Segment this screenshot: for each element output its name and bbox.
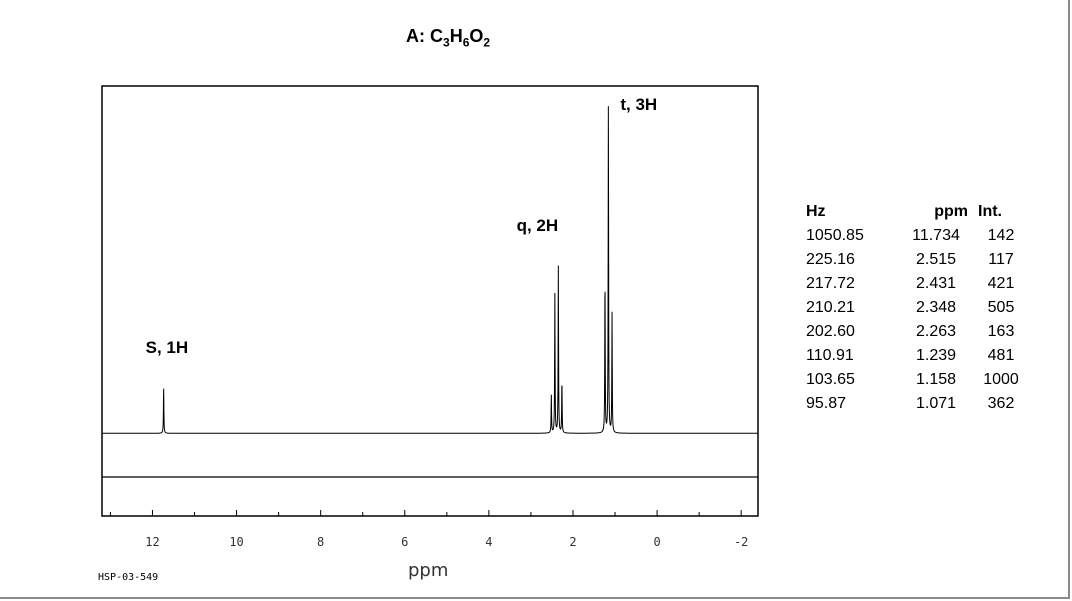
cell-ppm: 2.263: [915, 323, 957, 340]
cell-hz: 103.65: [806, 371, 855, 388]
x-tick-label: 0: [653, 535, 660, 549]
cell-int: 505: [987, 299, 1015, 316]
x-tick-label: 4: [485, 535, 492, 549]
cell-hz: 225.16: [806, 251, 855, 268]
header-ppm: ppm: [934, 203, 968, 220]
x-axis-ticks: 12 10 8 6 4 2 0 -2: [109, 510, 748, 549]
header-int: Int.: [978, 203, 1002, 220]
cell-ppm: 2.348: [915, 299, 957, 316]
plot-frame: [101, 85, 759, 517]
cell-int: 1000: [983, 371, 1019, 388]
peak-label-triplet: t, 3H: [620, 94, 658, 114]
table-row: 110.91 1.239 481: [800, 344, 1028, 368]
table-row: 1050.85 11.734 142: [800, 224, 1028, 248]
x-tick-label: -2: [734, 535, 748, 549]
cell-ppm: 1.158: [915, 371, 957, 388]
chart-title: A: C3H6O2: [406, 26, 491, 50]
cell-hz: 202.60: [806, 323, 855, 340]
table-row: 103.65 1.158 1000: [800, 368, 1028, 392]
spectrum-trace: [102, 106, 758, 434]
peak-list-table: Hz ppm Int. 1050.85 11.734 142 225.16 2.515 1…: [800, 200, 1028, 416]
table-row: 95.87 1.071 362: [800, 392, 1028, 416]
cell-int: 362: [987, 395, 1015, 412]
cell-hz: 95.87: [806, 395, 847, 412]
x-tick-label: 8: [317, 535, 324, 549]
spectrum-code: HSP-03-549: [98, 572, 159, 583]
cell-hz: 210.21: [806, 299, 855, 316]
cell-ppm: 2.515: [915, 251, 957, 268]
cell-ppm: 2.431: [915, 275, 957, 292]
cell-hz: 217.72: [806, 275, 855, 292]
x-tick-label: 10: [229, 535, 243, 549]
cell-ppm: 1.239: [915, 347, 957, 364]
cell-ppm: 1.071: [915, 395, 957, 412]
cell-ppm: 11.734: [912, 227, 960, 244]
cell-int: 142: [987, 227, 1015, 244]
x-axis-label: ppm: [408, 560, 449, 581]
peak-table-header: Hz ppm Int.: [800, 200, 1028, 224]
x-tick-label: 12: [145, 535, 159, 549]
table-row: 210.21 2.348 505: [800, 296, 1028, 320]
x-tick-label: 6: [401, 535, 408, 549]
cell-int: 421: [987, 275, 1015, 292]
header-hz: Hz: [806, 203, 826, 220]
peak-label-singlet: S, 1H: [145, 338, 189, 358]
x-tick-label: 2: [569, 535, 576, 549]
cell-hz: 110.91: [806, 347, 854, 364]
cell-int: 163: [987, 323, 1015, 340]
table-row: 225.16 2.515 117: [800, 248, 1028, 272]
table-row: 217.72 2.431 421: [800, 272, 1028, 296]
cell-int: 481: [987, 347, 1015, 364]
cell-int: 117: [988, 251, 1014, 268]
table-row: 202.60 2.263 163: [800, 320, 1028, 344]
cell-hz: 1050.85: [806, 227, 864, 244]
peak-label-quartet: q, 2H: [516, 216, 559, 236]
